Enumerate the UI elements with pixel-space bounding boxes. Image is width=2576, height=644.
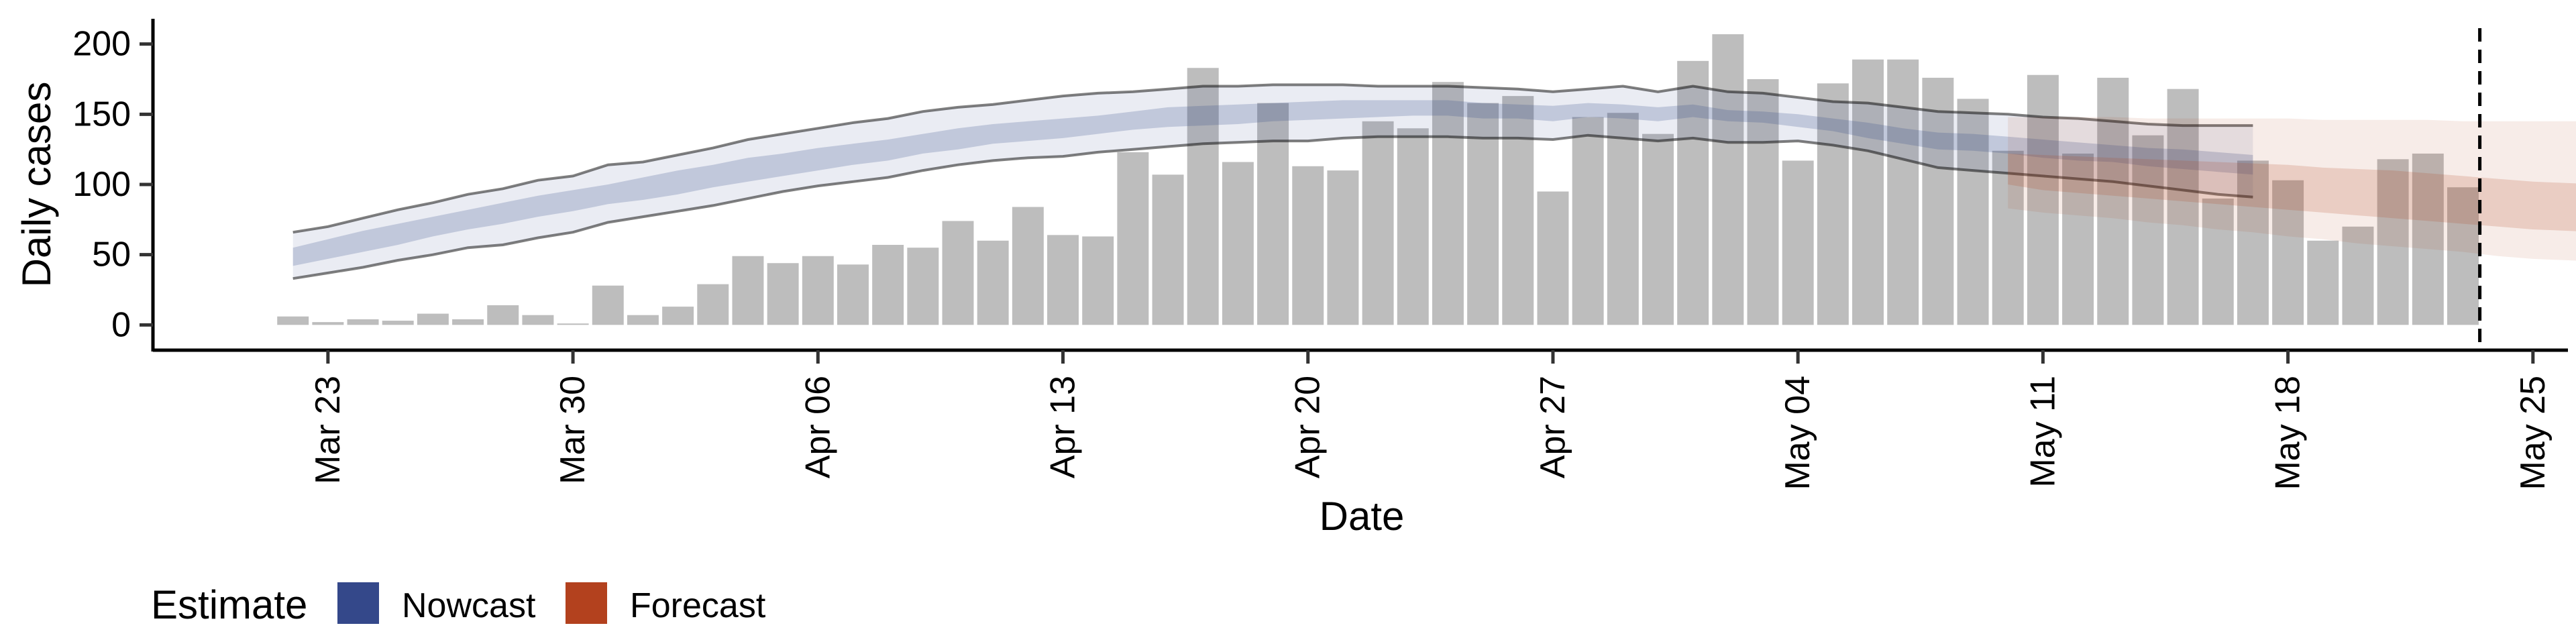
- case-bar: [452, 319, 484, 325]
- y-tick-label: 100: [72, 165, 131, 204]
- case-bar: [1782, 160, 1814, 325]
- legend-swatch-forecast: [566, 582, 607, 624]
- y-tick-label: 0: [111, 305, 131, 344]
- case-bar: [2237, 160, 2269, 325]
- case-bar: [2447, 187, 2479, 325]
- case-bar: [977, 240, 1009, 325]
- case-bar: [487, 305, 519, 325]
- x-tick-label: Apr 13: [1044, 376, 1083, 478]
- case-bar: [802, 256, 834, 325]
- case-bar: [592, 285, 624, 325]
- case-bar: [1887, 59, 1919, 325]
- case-bar: [697, 284, 729, 325]
- case-bar: [312, 322, 344, 325]
- case-bar: [2062, 153, 2094, 325]
- case-bar: [1922, 77, 1954, 325]
- case-bar: [837, 264, 869, 325]
- forecast-band-50: [2008, 153, 2576, 231]
- case-bar: [2202, 198, 2234, 325]
- case-bar: [2412, 153, 2444, 325]
- case-bar: [2272, 180, 2304, 325]
- legend-label-forecast: Forecast: [630, 586, 766, 625]
- case-bar: [2307, 240, 2339, 325]
- case-bar: [1852, 59, 1884, 325]
- case-bar: [522, 315, 554, 325]
- case-bar: [1992, 150, 2024, 325]
- x-tick-label: Apr 20: [1289, 376, 1328, 478]
- case-bar: [1957, 99, 1989, 325]
- case-bar: [1117, 152, 1149, 325]
- case-bar: [2097, 77, 2129, 325]
- nowcast-band-50: [292, 100, 2253, 266]
- case-bar: [2167, 89, 2199, 325]
- case-bar: [1642, 133, 1674, 325]
- x-tick-label: May 11: [2023, 376, 2062, 488]
- x-tick-label: May 04: [1778, 376, 1817, 490]
- legend-swatch-nowcast: [337, 582, 379, 624]
- case-bar: [627, 315, 659, 325]
- case-bar: [1012, 207, 1044, 325]
- case-bar: [767, 263, 799, 325]
- case-bar: [1677, 60, 1709, 325]
- case-bar: [2132, 135, 2164, 325]
- case-bar: [1747, 79, 1779, 325]
- x-tick-label: Apr 27: [1534, 376, 1572, 478]
- legend-label-nowcast: Nowcast: [402, 586, 536, 625]
- case-bar: [1187, 68, 1219, 325]
- case-bar: [662, 307, 694, 325]
- case-bar: [1397, 128, 1429, 325]
- case-bar: [1082, 236, 1114, 325]
- y-tick-label: 150: [72, 95, 131, 133]
- case-bar: [1292, 166, 1324, 325]
- case-bar: [1572, 117, 1604, 325]
- case-bar: [1152, 174, 1184, 325]
- legend: Estimate Nowcast Forecast: [151, 582, 766, 627]
- case-bar: [1362, 121, 1394, 325]
- case-bar: [382, 321, 414, 325]
- case-bar: [732, 256, 764, 325]
- y-axis-title: Daily cases: [14, 82, 59, 288]
- case-bar: [1222, 162, 1254, 325]
- case-bar: [1327, 170, 1359, 325]
- case-bar: [907, 248, 939, 325]
- case-bar: [1467, 103, 1499, 325]
- case-bar: [1432, 82, 1464, 325]
- case-bar: [1607, 113, 1639, 325]
- case-bar: [1537, 191, 1569, 325]
- ticks-layer: Mar 23 Mar 30 Apr 06 Apr 13 Apr 20 Apr 27 May …: [72, 25, 2553, 490]
- bands-layer: [292, 83, 2576, 280]
- case-bar: [277, 316, 309, 325]
- nowcast-upper-line: [292, 83, 2253, 234]
- x-tick-label: May 25: [2514, 376, 2553, 490]
- case-bar: [2377, 159, 2409, 325]
- case-bar: [417, 313, 449, 325]
- nowcast-band-90: [292, 85, 2253, 279]
- bars-layer: [277, 34, 2479, 325]
- y-tick-label: 200: [72, 25, 131, 64]
- case-bar: [1817, 83, 1849, 325]
- case-bar: [1712, 34, 1744, 325]
- legend-title: Estimate: [151, 582, 307, 627]
- x-axis-title: Date: [1320, 494, 1405, 539]
- forecast-band-90: [2008, 117, 2576, 261]
- x-tick-label: Mar 30: [553, 376, 592, 484]
- y-tick-label: 50: [92, 235, 131, 274]
- x-tick-label: Mar 23: [309, 376, 347, 484]
- case-bar: [1047, 235, 1079, 325]
- nowcast-lower-line: [292, 133, 2253, 280]
- case-bar: [347, 319, 379, 325]
- x-tick-label: May 18: [2269, 376, 2308, 490]
- case-bar: [557, 323, 589, 325]
- case-bar: [872, 245, 904, 325]
- case-bar: [1502, 96, 1534, 325]
- x-tick-label: Apr 06: [798, 376, 837, 478]
- case-bar: [942, 221, 974, 325]
- case-bar: [2342, 226, 2374, 325]
